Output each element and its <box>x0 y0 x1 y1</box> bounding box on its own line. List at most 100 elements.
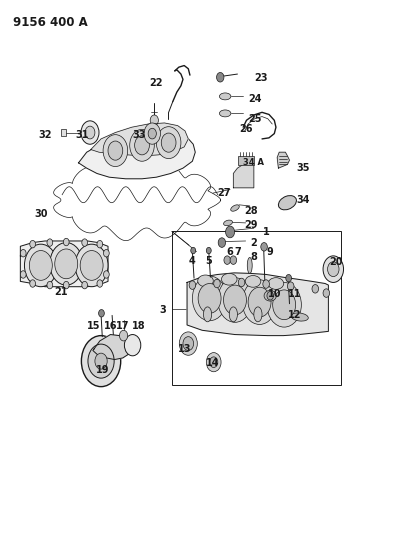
Circle shape <box>82 239 88 246</box>
Circle shape <box>63 281 69 289</box>
Circle shape <box>81 121 99 144</box>
Text: 12: 12 <box>288 310 302 320</box>
Circle shape <box>30 280 35 287</box>
Circle shape <box>47 281 53 289</box>
Circle shape <box>82 281 88 289</box>
Text: 33: 33 <box>132 130 146 140</box>
Ellipse shape <box>245 276 261 287</box>
Text: 21: 21 <box>55 287 68 297</box>
Circle shape <box>183 337 194 351</box>
Circle shape <box>97 280 103 287</box>
Text: 8: 8 <box>250 252 257 262</box>
Text: 9156 400 A: 9156 400 A <box>13 15 88 29</box>
Circle shape <box>226 226 235 238</box>
Circle shape <box>156 127 181 159</box>
Circle shape <box>217 72 224 82</box>
Circle shape <box>224 256 231 264</box>
Circle shape <box>148 128 156 139</box>
Text: 29: 29 <box>245 220 258 230</box>
Text: 6: 6 <box>226 247 233 256</box>
Circle shape <box>103 135 128 166</box>
Bar <box>172 231 341 384</box>
Text: 7: 7 <box>234 247 241 256</box>
Circle shape <box>272 290 296 320</box>
Circle shape <box>323 289 330 297</box>
Ellipse shape <box>278 196 296 210</box>
Polygon shape <box>233 163 254 188</box>
Circle shape <box>99 310 104 317</box>
Circle shape <box>63 238 69 246</box>
Circle shape <box>261 243 267 251</box>
Circle shape <box>30 240 35 248</box>
Ellipse shape <box>219 93 231 100</box>
Circle shape <box>95 353 107 369</box>
Circle shape <box>206 353 221 372</box>
Text: 32: 32 <box>38 130 52 140</box>
Circle shape <box>21 249 26 257</box>
Circle shape <box>238 278 245 287</box>
Bar <box>238 156 254 165</box>
Text: 3: 3 <box>159 305 166 315</box>
Circle shape <box>210 357 218 368</box>
Circle shape <box>179 332 197 356</box>
Text: 34 A: 34 A <box>243 158 264 167</box>
Text: 4: 4 <box>189 256 196 266</box>
Text: 30: 30 <box>34 209 48 220</box>
Polygon shape <box>187 273 328 336</box>
Text: 15: 15 <box>87 321 101 331</box>
Circle shape <box>88 344 114 378</box>
Circle shape <box>104 271 109 278</box>
Text: 31: 31 <box>75 130 88 140</box>
Text: 1: 1 <box>263 227 270 237</box>
Text: 35: 35 <box>296 163 310 173</box>
Ellipse shape <box>219 110 231 117</box>
Polygon shape <box>277 152 289 168</box>
Circle shape <box>80 251 103 280</box>
Circle shape <box>230 256 237 264</box>
Circle shape <box>161 133 176 152</box>
Polygon shape <box>79 130 195 179</box>
Ellipse shape <box>224 220 233 225</box>
Circle shape <box>108 141 123 160</box>
Text: 16: 16 <box>104 321 117 331</box>
Circle shape <box>242 280 277 325</box>
Circle shape <box>323 256 344 282</box>
Polygon shape <box>21 241 108 287</box>
Text: 24: 24 <box>248 94 261 104</box>
Circle shape <box>150 115 158 126</box>
Ellipse shape <box>291 313 308 321</box>
Circle shape <box>125 335 141 356</box>
Circle shape <box>135 136 149 155</box>
Circle shape <box>287 282 294 290</box>
Text: 23: 23 <box>254 73 268 83</box>
Circle shape <box>29 251 52 280</box>
Circle shape <box>75 244 108 287</box>
Text: 18: 18 <box>132 321 146 331</box>
Text: 9: 9 <box>267 247 274 256</box>
Circle shape <box>286 274 291 282</box>
Text: 11: 11 <box>288 289 302 299</box>
Circle shape <box>198 284 221 313</box>
Circle shape <box>21 271 26 278</box>
Ellipse shape <box>264 290 276 301</box>
Circle shape <box>192 276 227 321</box>
Text: 26: 26 <box>239 124 252 134</box>
Circle shape <box>191 247 196 254</box>
Circle shape <box>85 126 95 139</box>
Circle shape <box>120 330 128 341</box>
Ellipse shape <box>229 307 238 322</box>
Circle shape <box>24 244 57 287</box>
Ellipse shape <box>198 275 213 287</box>
Circle shape <box>328 262 339 277</box>
Text: 34: 34 <box>296 195 310 205</box>
Ellipse shape <box>247 257 252 273</box>
Circle shape <box>189 281 196 289</box>
Circle shape <box>218 238 226 247</box>
Polygon shape <box>93 335 130 360</box>
Circle shape <box>218 278 252 322</box>
Ellipse shape <box>203 307 212 322</box>
Ellipse shape <box>254 307 262 322</box>
Circle shape <box>214 279 220 288</box>
Text: 14: 14 <box>206 358 219 368</box>
Ellipse shape <box>268 278 284 289</box>
